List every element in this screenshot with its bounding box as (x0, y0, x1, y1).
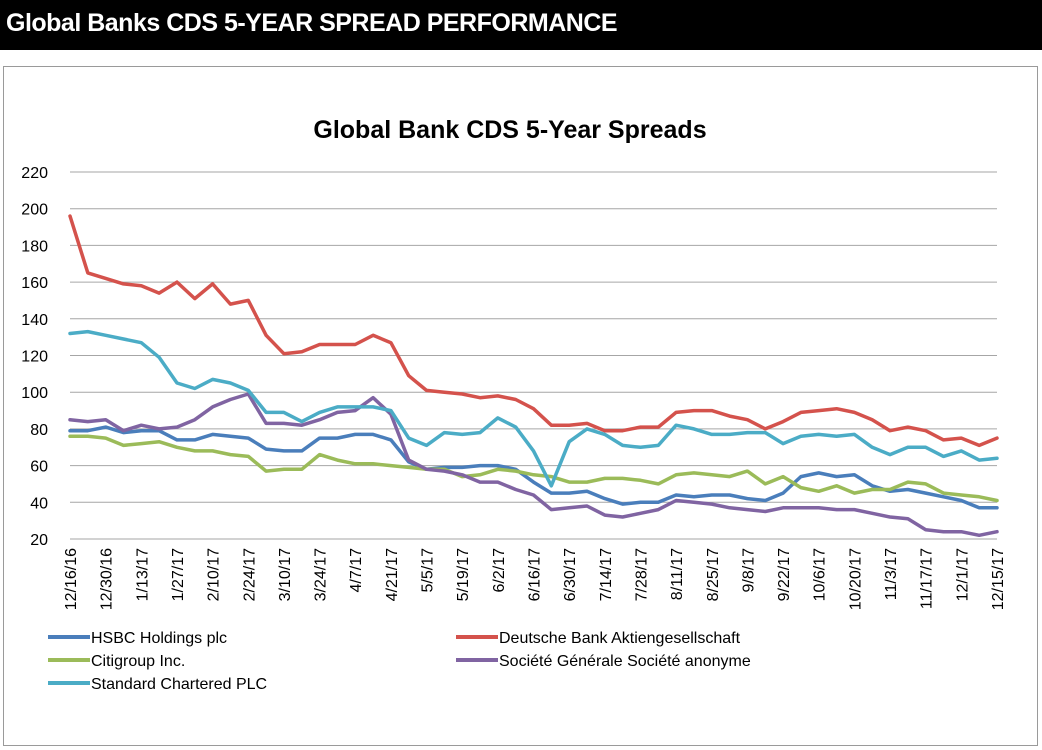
legend-item: Standard Chartered PLC (48, 676, 267, 693)
legend-item: Deutsche Bank Aktiengesellschaft (456, 630, 741, 647)
x-tick-label: 9/8/17 (740, 548, 757, 593)
legend-label: Société Générale Société anonyme (499, 653, 751, 670)
legend-label: Standard Chartered PLC (91, 676, 267, 693)
y-tick-label: 220 (21, 165, 48, 182)
y-tick-label: 40 (30, 495, 48, 512)
page-title: Global Banks CDS 5-YEAR SPREAD PERFORMAN… (6, 9, 618, 37)
x-tick-label: 11/17/17 (919, 548, 936, 609)
x-tick-label: 12/15/17 (990, 548, 1007, 610)
x-tick-label: 6/30/17 (562, 548, 579, 601)
x-tick-label: 1/27/17 (170, 548, 187, 601)
x-tick-label: 2/24/17 (241, 548, 258, 601)
x-tick-label: 10/6/17 (812, 548, 829, 601)
legend-label: Deutsche Bank Aktiengesellschaft (499, 630, 741, 647)
x-tick-label: 3/24/17 (313, 548, 330, 601)
legend-item: HSBC Holdings plc (48, 630, 227, 647)
x-tick-label: 9/22/17 (776, 548, 793, 601)
y-tick-label: 100 (21, 385, 48, 402)
y-tick-label: 20 (30, 532, 48, 549)
legend: HSBC Holdings plc Deutsche Bank Aktienges… (48, 630, 751, 693)
y-tick-label: 180 (21, 238, 48, 255)
series-lines (68, 214, 999, 538)
x-tick-label: 12/16/16 (63, 548, 80, 610)
x-tick-label: 2/10/17 (206, 548, 223, 601)
x-tick-label: 5/19/17 (455, 548, 472, 601)
gridlines (70, 171, 997, 540)
x-axis: 12/16/16 12/30/16 1/13/17 1/27/17 2/10/17 2/2… (63, 548, 1007, 610)
legend-label: Citigroup Inc. (91, 653, 185, 670)
y-tick-label: 160 (21, 275, 48, 292)
chart-title: Global Bank CDS 5-Year Spreads (313, 116, 706, 144)
x-tick-label: 7/14/17 (598, 548, 615, 601)
x-tick-label: 12/30/16 (99, 548, 116, 610)
legend-item: Société Générale Société anonyme (456, 653, 751, 670)
x-tick-label: 10/20/17 (847, 548, 864, 610)
x-tick-label: 11/3/17 (883, 548, 900, 600)
series-line (68, 434, 999, 503)
series-line (68, 425, 999, 510)
y-tick-label: 60 (30, 459, 48, 476)
y-axis: 20 40 60 80 100 120 140 160 180 200 220 (21, 165, 48, 549)
x-tick-label: 8/11/17 (669, 548, 686, 600)
x-tick-label: 12/1/17 (954, 548, 971, 601)
series-line (68, 392, 999, 538)
legend-item: Citigroup Inc. (48, 653, 185, 670)
x-tick-label: 1/13/17 (134, 548, 151, 601)
x-tick-label: 4/7/17 (348, 548, 365, 593)
x-tick-label: 5/5/17 (420, 548, 437, 593)
chart-frame (3, 66, 1038, 746)
x-tick-label: 7/28/17 (633, 548, 650, 601)
x-tick-label: 8/25/17 (705, 548, 722, 601)
page-header: Global Banks CDS 5-YEAR SPREAD PERFORMAN… (0, 0, 1042, 50)
series-line (68, 214, 999, 448)
series-line (68, 329, 999, 488)
x-tick-label: 6/2/17 (491, 548, 508, 593)
x-tick-label: 6/16/17 (527, 548, 544, 601)
y-tick-label: 200 (21, 202, 48, 219)
y-tick-label: 140 (21, 312, 48, 329)
y-tick-label: 120 (21, 349, 48, 366)
x-tick-label: 3/10/17 (277, 548, 294, 601)
y-tick-label: 80 (30, 422, 48, 439)
x-tick-label: 4/21/17 (384, 548, 401, 601)
legend-label: HSBC Holdings plc (91, 630, 227, 647)
